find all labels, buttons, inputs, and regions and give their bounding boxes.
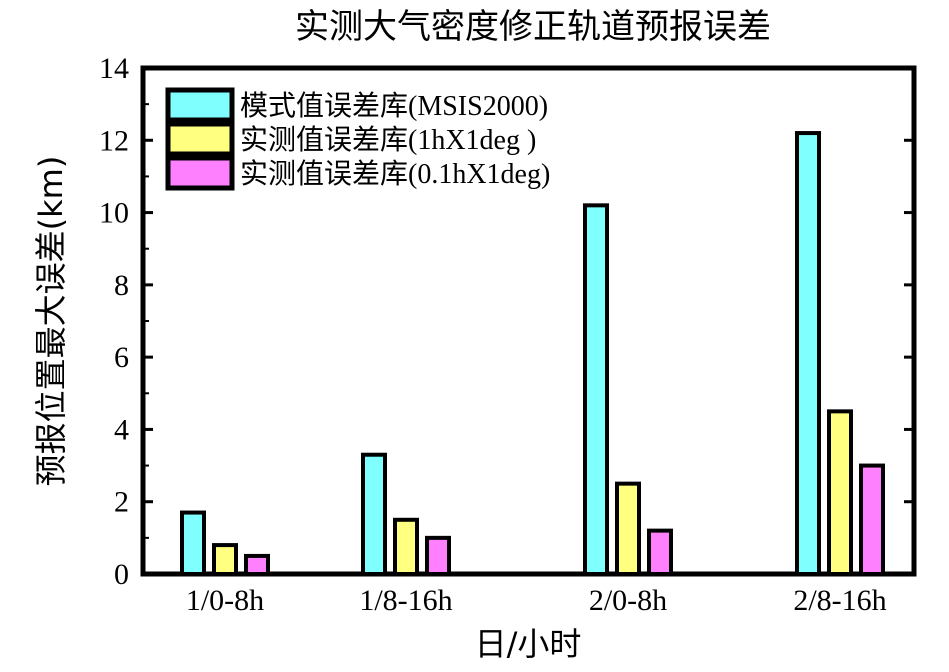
- x-axis-label: 日/小时: [475, 625, 582, 663]
- bar-1-0: [361, 452, 387, 577]
- bar-1-1: [393, 517, 419, 576]
- legend: 模式值误差库(MSIS2000)实测值误差库(1hX1deg )实测值误差库(0…: [165, 87, 550, 191]
- bar-0-2: [244, 553, 270, 577]
- legend-label-2: 实测值误差库(0.1hX1deg): [240, 158, 550, 190]
- x-tick-label-0: 1/0-8h: [186, 584, 264, 617]
- bar-2-0: [583, 203, 609, 576]
- y-tick-label-7: 14: [99, 52, 129, 85]
- bar-0-0: [180, 510, 206, 576]
- y-tick-label-5: 10: [99, 197, 129, 230]
- y-tick-label-0: 0: [114, 558, 129, 591]
- bar-3-1: [827, 409, 853, 576]
- x-tick-label-2: 2/0-8h: [589, 584, 667, 617]
- legend-label-1: 实测值误差库(1hX1deg ): [240, 124, 536, 156]
- x-tick-label-1: 1/8-16h: [359, 584, 452, 617]
- legend-swatch-2: [165, 155, 235, 191]
- y-axis-label: 预报位置最大误差(km): [32, 156, 70, 487]
- legend-label-0: 模式值误差库(MSIS2000): [240, 90, 548, 122]
- bar-3-2: [859, 463, 885, 577]
- y-tick-label-3: 6: [114, 341, 129, 374]
- legend-swatch-0: [165, 87, 235, 123]
- y-tick-label-1: 2: [114, 486, 129, 519]
- bar-2-2: [647, 528, 673, 577]
- bar-3-0: [795, 131, 821, 577]
- y-tick-label-6: 12: [99, 124, 129, 157]
- bar-0-1: [212, 543, 238, 576]
- y-ticks: 0 2 4 6 8 10 12 14: [99, 52, 914, 591]
- chart-title: 实测大气密度修正轨道预报误差: [295, 7, 771, 47]
- x-tick-label-3: 2/8-16h: [793, 584, 886, 617]
- legend-swatch-1: [165, 121, 235, 157]
- y-tick-label-4: 8: [114, 269, 129, 302]
- bars: [180, 131, 885, 577]
- bar-1-2: [425, 535, 451, 576]
- category-labels: 1/0-8h 1/8-16h 2/0-8h 2/8-16h: [186, 584, 887, 617]
- y-tick-label-2: 4: [114, 413, 129, 446]
- bar-2-1: [615, 481, 641, 576]
